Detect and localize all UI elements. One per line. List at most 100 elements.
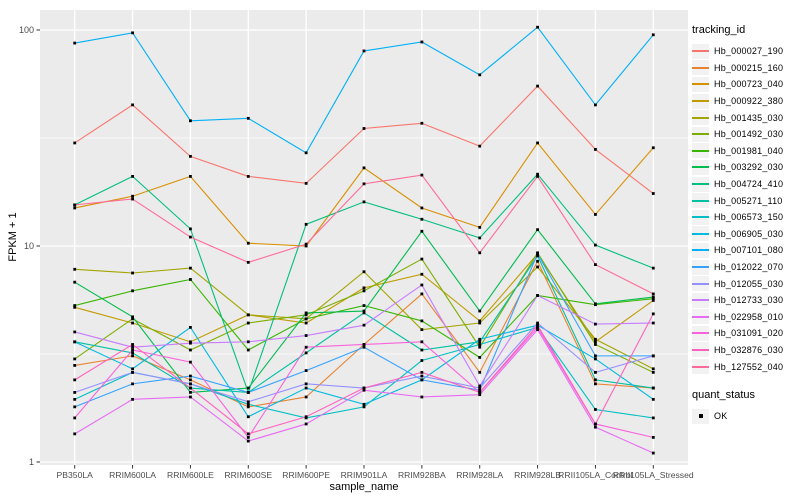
legend-item-Hb_007101_080: Hb_007101_080: [692, 242, 800, 259]
data-point: [73, 364, 77, 367]
data-point: [594, 148, 597, 151]
data-point: [651, 370, 655, 374]
data-point: [420, 359, 424, 362]
legend-item-Hb_000215_160: Hb_000215_160: [692, 60, 800, 77]
data-point: [189, 386, 192, 390]
data-point: [420, 370, 424, 374]
data-point: [594, 322, 597, 326]
data-point: [362, 402, 366, 406]
data-point: [478, 393, 482, 397]
data-point: [131, 370, 134, 374]
legend-item-label: Hb_006573_150: [714, 212, 784, 223]
legend-item-Hb_001981_040: Hb_001981_040: [692, 143, 800, 160]
data-point: [594, 263, 597, 267]
data-point: [594, 103, 597, 107]
data-point: [420, 395, 424, 399]
data-point: [131, 367, 134, 371]
data-point: [189, 227, 192, 231]
data-point: [246, 435, 250, 439]
legend-key-line-icon: [692, 292, 709, 308]
legend-item-Hb_006573_150: Hb_006573_150: [692, 209, 800, 226]
data-point: [536, 252, 539, 256]
data-point: [651, 292, 655, 296]
data-point: [478, 355, 482, 359]
data-point: [304, 151, 308, 155]
data-point: [246, 321, 250, 325]
legend-title-tracking-id: tracking_id: [692, 24, 746, 36]
legend-key-line-icon: [692, 193, 709, 209]
data-point: [362, 343, 366, 346]
data-point: [189, 325, 192, 329]
legend-item-label: Hb_000215_160: [714, 62, 784, 73]
data-point: [536, 84, 539, 88]
data-point: [304, 311, 308, 315]
legend-item-label: Hb_007101_080: [714, 245, 784, 256]
legend-key-line-icon: [692, 176, 709, 192]
legend-item-Hb_012022_070: Hb_012022_070: [692, 259, 800, 276]
legend-item-label: Hb_000723_040: [714, 79, 784, 90]
data-point: [131, 351, 134, 355]
data-point: [420, 217, 424, 221]
legend-item-Hb_006905_030: Hb_006905_030: [692, 226, 800, 243]
x-tick-label: RRIM928BA: [398, 470, 446, 480]
legend-key-line-icon: [692, 242, 709, 258]
data-point: [362, 289, 366, 293]
data-point: [73, 41, 77, 45]
data-point: [420, 348, 424, 352]
x-tick-label: RRIM600LA: [109, 470, 156, 480]
data-point: [246, 313, 250, 317]
data-point: [189, 348, 192, 352]
data-point: [651, 266, 655, 270]
data-point: [73, 267, 77, 271]
legend-item-label: Hb_127552_040: [714, 361, 784, 372]
legend-item-label: Hb_031091_020: [714, 328, 784, 339]
data-point: [536, 172, 539, 176]
legend-item-label: Hb_004724_410: [714, 179, 784, 190]
data-point: [420, 378, 424, 382]
data-point: [420, 319, 424, 323]
x-tick-label: RRIM600SE: [224, 470, 272, 480]
legend-key-line-icon: [692, 143, 709, 159]
data-point: [362, 309, 366, 313]
legend-item-Hb_127552_040: Hb_127552_040: [692, 358, 800, 375]
data-point: [246, 405, 250, 409]
legend-key-line-icon: [692, 126, 709, 142]
data-point: [73, 330, 77, 334]
legend-item-Hb_000027_190: Hb_000027_190: [692, 43, 800, 60]
data-point: [246, 260, 250, 264]
data-point: [304, 317, 308, 321]
x-tick-label: RRIM600PE: [282, 470, 330, 480]
legend-title-quant-status: quant_status: [692, 388, 755, 401]
data-point: [651, 386, 655, 390]
data-point: [536, 254, 539, 258]
data-point: [73, 206, 77, 210]
x-tick-label: RRIM901LA: [341, 470, 388, 480]
data-point: [73, 357, 77, 361]
legend-key-line-icon: [692, 43, 709, 59]
legend-item-Hb_001492_030: Hb_001492_030: [692, 126, 800, 143]
data-point: [246, 415, 250, 419]
data-point: [189, 154, 192, 158]
data-point: [536, 228, 539, 232]
data-point: [304, 244, 308, 248]
data-point: [536, 325, 539, 329]
legend-item-Hb_003292_030: Hb_003292_030: [692, 159, 800, 176]
data-point: [651, 321, 655, 325]
data-point: [594, 302, 597, 306]
data-point: [362, 323, 366, 327]
data-point: [246, 241, 250, 245]
data-point: [651, 416, 655, 420]
legend-item-Hb_022958_010: Hb_022958_010: [692, 309, 800, 326]
legend-item-label: Hb_005271_110: [714, 195, 783, 206]
data-point: [131, 397, 134, 401]
data-point: [246, 340, 250, 344]
data-point: [304, 345, 308, 349]
data-point: [189, 391, 192, 394]
legend-item-label: Hb_001435_030: [714, 112, 784, 123]
legend-key-line-icon: [692, 209, 709, 225]
data-point: [131, 317, 134, 321]
data-point: [304, 395, 308, 399]
legend-key-line-icon: [692, 259, 709, 275]
data-point: [304, 369, 308, 372]
